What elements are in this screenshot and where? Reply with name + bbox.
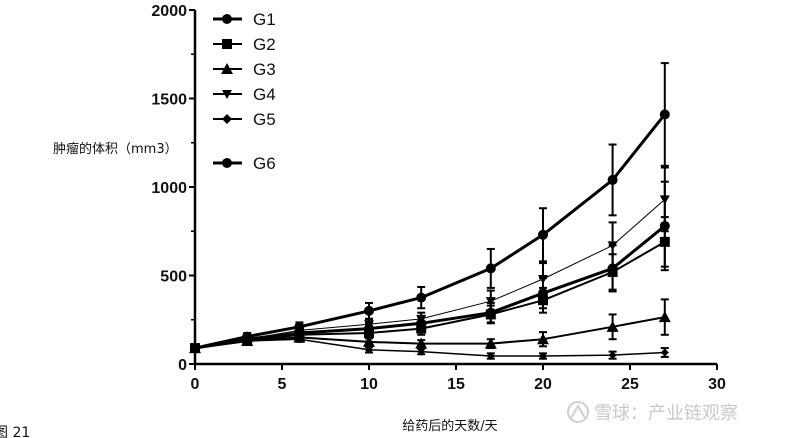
point-g6 — [364, 323, 374, 334]
x-tick-label: 5 — [278, 376, 287, 393]
figure-label: 图 21 — [0, 425, 30, 438]
legend-marker-g2 — [222, 39, 232, 49]
legend-label-g4: G4 — [253, 85, 276, 104]
y-tick-label: 2000 — [151, 3, 187, 20]
point-g3 — [363, 335, 375, 347]
y-tick-label: 1000 — [151, 180, 187, 197]
y-tick-label: 500 — [160, 269, 187, 286]
watermark: 雪球：产业链观察 — [567, 401, 738, 424]
point-g3 — [658, 311, 671, 323]
series-layer — [189, 62, 671, 361]
point-g5 — [486, 352, 495, 361]
point-g6 — [659, 220, 670, 231]
legend-label-g2: G2 — [253, 35, 276, 54]
point-g5 — [660, 348, 669, 357]
point-g6 — [538, 288, 548, 299]
x-tick-label: 20 — [534, 376, 552, 393]
legend-marker-g1 — [222, 14, 232, 24]
axes: 0 500 1000 1500 2000 0 5 10 15 20 25 30 — [151, 3, 726, 393]
point-g1 — [538, 229, 548, 240]
watermark-logo-icon — [567, 401, 589, 423]
series-line-g5 — [194, 338, 665, 357]
legend-marker-g4 — [222, 90, 232, 99]
point-g1 — [416, 292, 427, 303]
legend-marker-g3 — [221, 63, 233, 74]
x-axis-title: 给药后的天数/天 — [402, 418, 497, 434]
point-g3 — [415, 337, 428, 349]
x-tick-label: 15 — [447, 376, 465, 393]
y-axis-title: 肿瘤的体积（mm3） — [53, 141, 178, 157]
point-g1 — [485, 263, 496, 274]
series-g6 — [190, 180, 670, 354]
point-g5 — [539, 352, 547, 361]
point-g3 — [606, 320, 619, 332]
point-g1 — [659, 109, 670, 120]
point-g6 — [242, 334, 253, 345]
point-g4 — [485, 297, 496, 307]
point-g3 — [537, 333, 549, 345]
watermark-logo-mark — [570, 404, 586, 419]
x-tick-label: 25 — [621, 376, 639, 393]
legend-label-g3: G3 — [253, 60, 276, 79]
point-g5 — [365, 345, 373, 354]
legend-label-g5: G5 — [253, 110, 276, 129]
point-g6 — [190, 343, 200, 354]
legend: G1 G2 G3 G4 G5 G6 — [213, 10, 276, 173]
series-g1 — [190, 62, 670, 354]
watermark-text: 雪球：产业链观察 — [594, 403, 738, 424]
point-g5 — [417, 347, 426, 356]
point-g6 — [485, 307, 496, 318]
x-tick-label: 0 — [191, 376, 200, 393]
point-g1 — [364, 305, 374, 316]
point-g6 — [607, 263, 618, 274]
legend-marker-g5 — [222, 114, 232, 124]
legend-marker-g6 — [222, 158, 232, 168]
x-tick-label: 10 — [360, 376, 378, 393]
point-g5 — [608, 351, 617, 360]
series-g4 — [190, 166, 670, 354]
point-g6 — [294, 328, 305, 339]
legend-label-g6: G6 — [253, 154, 276, 173]
point-g3 — [484, 337, 497, 349]
series-line-g1 — [194, 113, 666, 350]
point-g1 — [607, 174, 618, 185]
x-tick-label: 30 — [708, 376, 726, 393]
y-tick-label: 1500 — [151, 92, 187, 109]
legend-label-g1: G1 — [253, 10, 276, 29]
y-tick-label: 0 — [178, 357, 187, 374]
point-g6 — [416, 318, 427, 329]
